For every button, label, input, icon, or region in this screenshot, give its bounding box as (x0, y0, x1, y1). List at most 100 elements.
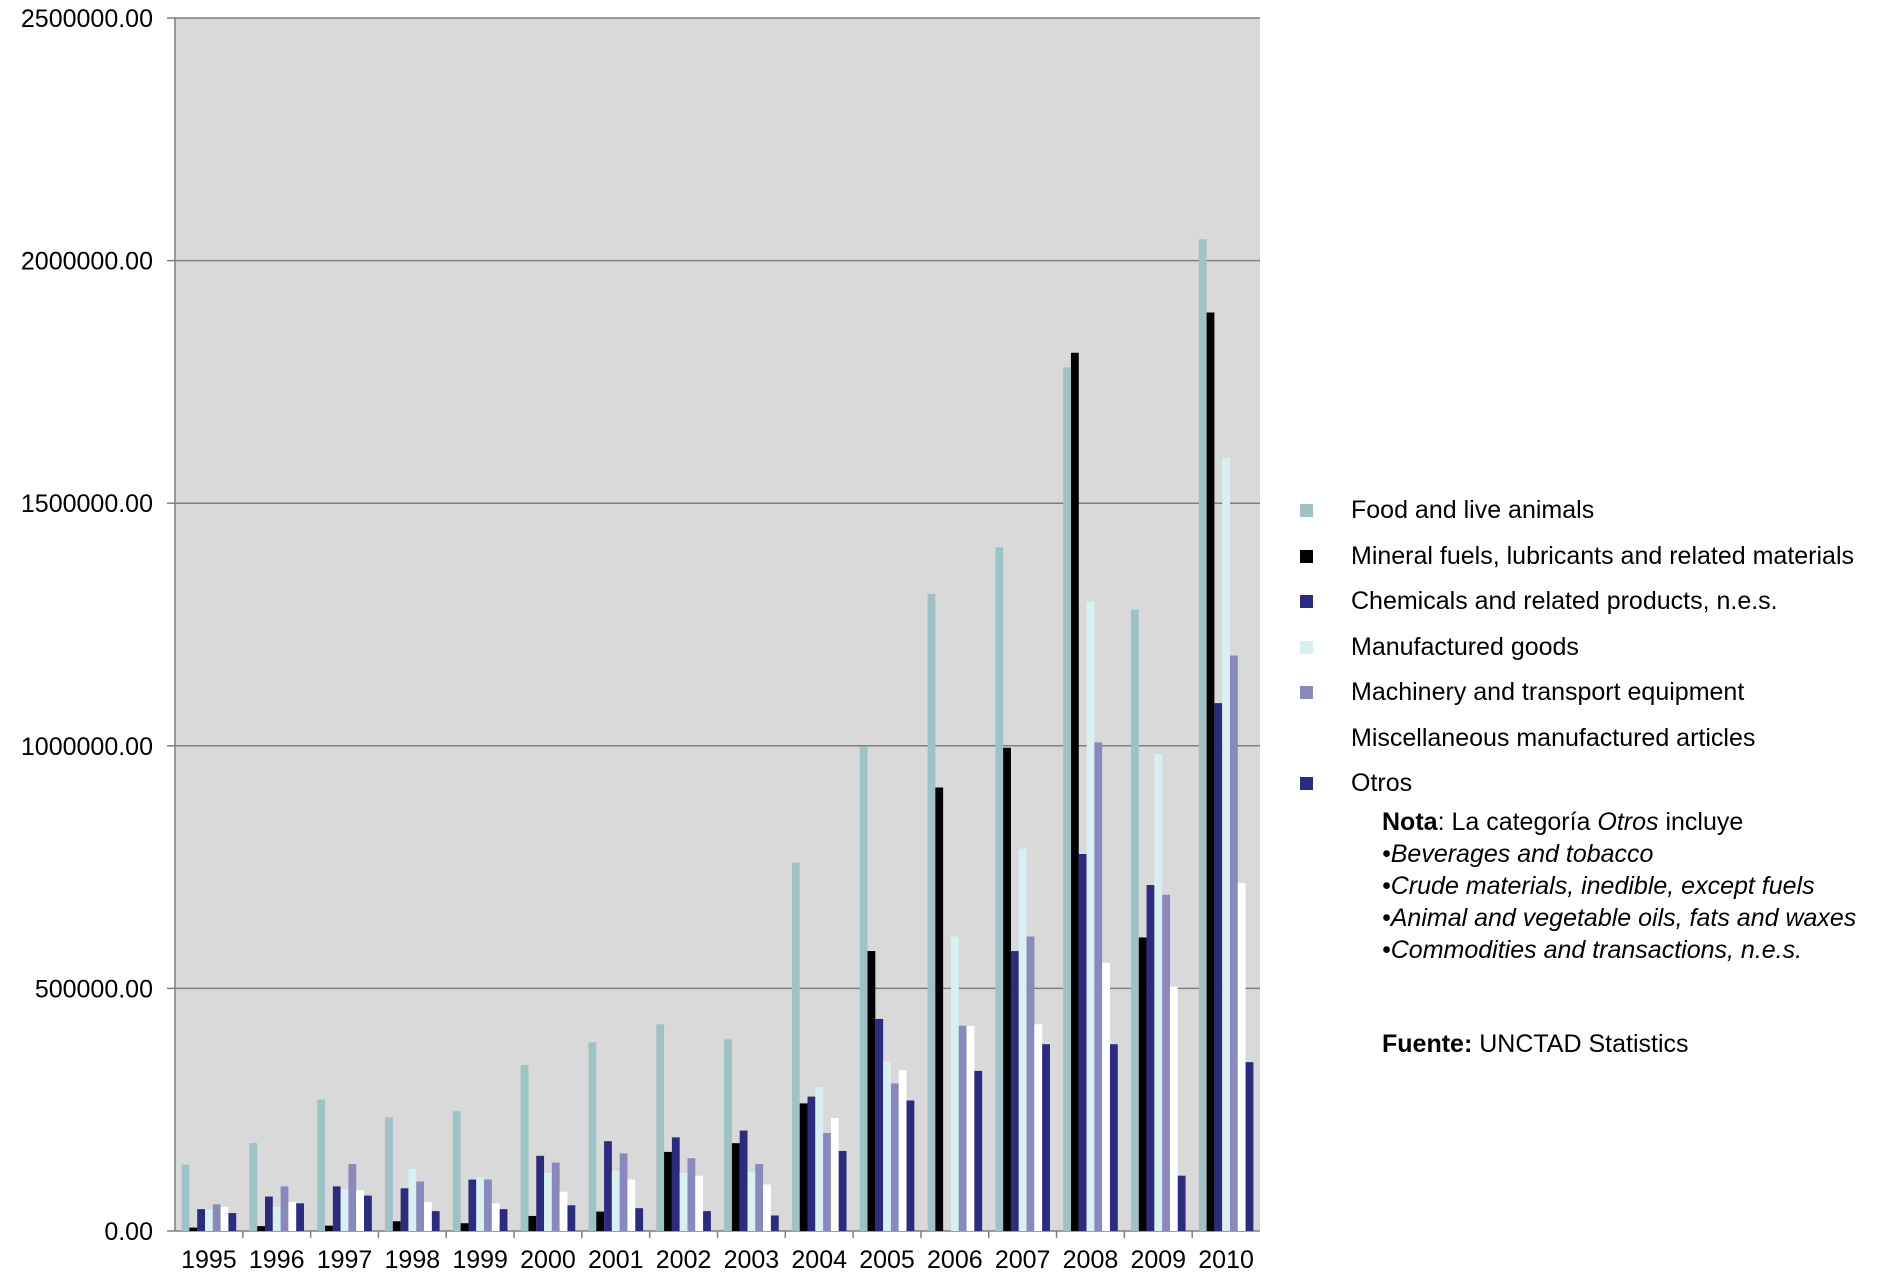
note-heading: Nota: La categoría Otros incluye (1382, 806, 1856, 838)
bar (228, 1213, 237, 1231)
bar (1070, 352, 1079, 1232)
bar (791, 862, 800, 1231)
bar (460, 1223, 469, 1231)
note-bullet: •Crude materials, inedible, except fuels (1382, 872, 1815, 900)
x-tick-label: 2007 (995, 1246, 1051, 1274)
bar (1042, 1044, 1050, 1231)
bar (958, 1025, 967, 1231)
x-tick-label: 2000 (520, 1246, 576, 1274)
note-label: Nota (1382, 808, 1438, 836)
bar (452, 1111, 461, 1231)
bar (950, 936, 959, 1231)
bar (280, 1186, 289, 1231)
legend-label: Miscellaneous manufactured articles (1351, 723, 1756, 752)
bar (1206, 312, 1215, 1232)
note-bullet: •Beverages and tobacco (1382, 840, 1654, 868)
bar (830, 1117, 839, 1231)
bar (679, 1172, 688, 1231)
legend-item: Miscellaneous manufactured articles (1300, 716, 1854, 762)
x-tick-label: 1998 (385, 1246, 441, 1274)
bar (1237, 883, 1246, 1231)
bar (317, 1099, 326, 1231)
bar (859, 746, 868, 1231)
bar (181, 1164, 190, 1231)
x-tick-label: 1995 (181, 1246, 237, 1274)
bar (1214, 703, 1223, 1231)
x-tick-label: 1997 (317, 1246, 373, 1274)
bar (664, 1151, 672, 1231)
bar (484, 1179, 492, 1231)
bar (400, 1188, 409, 1231)
bar (1245, 1062, 1254, 1231)
bar (356, 1190, 365, 1231)
bar (536, 1155, 545, 1231)
bar (807, 1096, 816, 1231)
bar (1018, 848, 1027, 1231)
bar (1109, 1044, 1118, 1231)
bar (724, 1039, 732, 1231)
bar (197, 1209, 206, 1231)
bar (348, 1164, 357, 1231)
x-tick-label: 2003 (724, 1246, 780, 1274)
legend-label: Food and live animals (1351, 496, 1595, 525)
legend-label: Machinery and transport equipment (1351, 678, 1745, 707)
x-tick-label: 2010 (1198, 1246, 1254, 1274)
x-tick-label: 2004 (791, 1246, 847, 1274)
x-tick-label: 2008 (1063, 1246, 1119, 1274)
bar (890, 1083, 899, 1231)
legend-item: Food and live animals (1300, 488, 1854, 534)
bar (763, 1184, 771, 1231)
bar (220, 1206, 229, 1231)
x-tick-label: 1999 (452, 1246, 508, 1274)
legend-item: Mineral fuels, lubricants and related ma… (1300, 534, 1854, 580)
legend-label: Mineral fuels, lubricants and related ma… (1351, 541, 1855, 570)
source-label: Fuente: (1382, 1030, 1473, 1058)
bar (332, 1186, 341, 1231)
bar (1177, 1175, 1186, 1231)
bar (1222, 457, 1230, 1231)
bar (703, 1211, 711, 1231)
bar (468, 1179, 477, 1231)
legend-item: Machinery and transport equipment (1300, 670, 1854, 716)
note-text-before: : La categoría (1437, 808, 1598, 836)
bar (619, 1153, 628, 1231)
bar (838, 1150, 847, 1231)
bar (1003, 747, 1011, 1231)
bar (408, 1168, 417, 1231)
bar (544, 1172, 552, 1231)
bar (671, 1137, 680, 1231)
x-tick-label: 2009 (1130, 1246, 1186, 1274)
bar (385, 1117, 393, 1231)
bar (325, 1225, 333, 1231)
legend-swatch (1300, 777, 1313, 791)
legend-label: Otros (1351, 769, 1413, 798)
bar (906, 1100, 915, 1231)
legend-item: Manufactured goods (1300, 625, 1854, 671)
chart-legend: Food and live animals Mineral fuels, lubr… (1300, 488, 1854, 807)
bar (695, 1175, 704, 1231)
note-text-italic: Otros (1597, 808, 1659, 836)
bar (1086, 601, 1095, 1231)
legend-label: Manufactured goods (1351, 632, 1579, 661)
bar (604, 1141, 612, 1231)
note-box: Nota: La categoría Otros incluye •Bevera… (1382, 806, 1856, 966)
x-tick-label: 2006 (927, 1246, 983, 1274)
bar (927, 593, 936, 1231)
bar (883, 1061, 891, 1231)
x-tick-label: 2001 (588, 1246, 644, 1274)
bar (747, 1172, 756, 1231)
bar (823, 1132, 831, 1231)
bar (551, 1162, 560, 1231)
y-tick-label: 0.00 (104, 1218, 153, 1246)
bar (596, 1211, 605, 1231)
bar (770, 1215, 779, 1231)
bar (1138, 937, 1147, 1231)
bar (249, 1143, 258, 1231)
x-tick-label: 1996 (249, 1246, 305, 1274)
bar (755, 1164, 764, 1231)
bar (424, 1201, 432, 1231)
bar (1162, 894, 1170, 1231)
bar (416, 1181, 425, 1231)
note-text-after: incluye (1658, 808, 1744, 836)
